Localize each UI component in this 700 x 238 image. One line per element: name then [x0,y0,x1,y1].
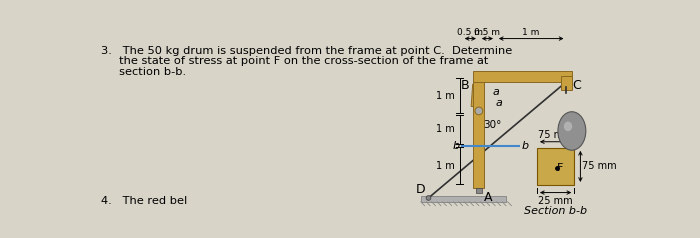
Bar [476,188,482,193]
Text: 0.5 m: 0.5 m [457,28,483,37]
Text: 0.5 m: 0.5 m [475,28,500,37]
Text: 75 mm: 75 mm [538,130,573,140]
Text: 1 m: 1 m [436,161,455,171]
Text: 30°: 30° [483,120,501,130]
Text: A: A [484,191,492,204]
Text: 1 m: 1 m [436,90,455,100]
Text: B: B [461,79,470,92]
Text: b: b [522,141,528,151]
Bar [561,76,572,90]
Text: 3.   The 50 kg drum is suspended from the frame at point C.  Determine: 3. The 50 kg drum is suspended from the … [102,45,512,55]
Circle shape [426,196,430,200]
Ellipse shape [558,112,586,150]
Text: C: C [573,79,582,92]
Text: b: b [452,141,459,151]
Text: a: a [493,87,500,97]
Bar [473,71,572,82]
Text: 1 m: 1 m [436,124,455,134]
Bar [473,76,484,188]
Text: Section b-b: Section b-b [524,206,587,216]
Text: D: D [416,183,426,196]
Text: section b-b.: section b-b. [102,67,187,77]
Text: 75 mm: 75 mm [582,161,617,171]
Bar [471,84,481,107]
Text: a: a [496,98,503,108]
Text: 25 mm: 25 mm [538,196,573,206]
Text: the state of stress at point F on the cross-section of the frame at: the state of stress at point F on the cr… [102,56,489,66]
Circle shape [475,107,483,115]
Text: F: F [556,163,563,173]
Bar [421,196,506,202]
Ellipse shape [564,122,572,131]
Bar [537,148,574,185]
Text: 1 m: 1 m [522,28,540,37]
Text: 4.   The red bel: 4. The red bel [102,196,188,206]
